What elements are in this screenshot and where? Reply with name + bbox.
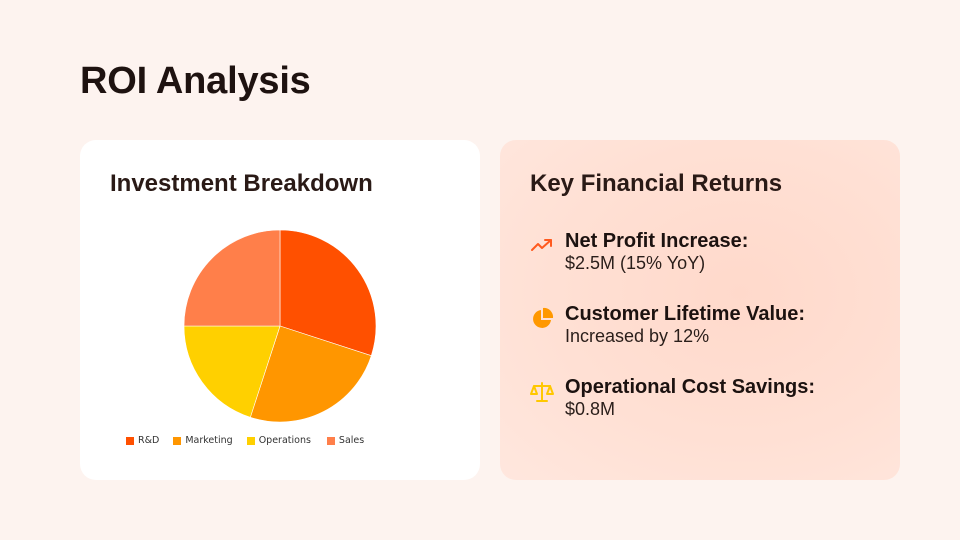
legend-label: Sales bbox=[338, 435, 365, 446]
card-title: Investment Breakdown bbox=[110, 170, 373, 197]
legend-label: Operations bbox=[258, 435, 311, 446]
legend-swatch bbox=[326, 436, 335, 445]
pie-slice-rd[interactable] bbox=[279, 229, 377, 357]
key-financial-returns-card: Key Financial Returns Net Profit Increas… bbox=[500, 140, 900, 480]
chart-legend: R&D Marketing Operations Sales bbox=[126, 435, 378, 446]
trending-up-icon bbox=[530, 234, 554, 258]
pie-slice-operations[interactable] bbox=[183, 325, 281, 418]
legend-item-operations[interactable]: Operations bbox=[246, 435, 311, 446]
page-title: ROI Analysis bbox=[80, 60, 311, 102]
legend-swatch bbox=[173, 436, 182, 445]
return-value: Increased by 12% bbox=[565, 326, 710, 346]
legend-item-marketing[interactable]: Marketing bbox=[173, 435, 233, 446]
scale-balance-icon bbox=[530, 380, 554, 404]
pie-slice-sales[interactable] bbox=[183, 229, 281, 327]
pie-chart-icon bbox=[530, 307, 554, 331]
return-label: Operational Cost Savings: bbox=[565, 376, 816, 398]
legend-item-sales[interactable]: Sales bbox=[326, 435, 365, 446]
investment-breakdown-card: Investment Breakdown R&D Marketing Operati… bbox=[80, 140, 480, 480]
return-value: $0.8M bbox=[565, 399, 616, 419]
pie-slice-marketing[interactable] bbox=[249, 325, 372, 423]
legend-swatch bbox=[126, 436, 134, 445]
return-value: $2.5M (15% YoY) bbox=[565, 253, 706, 273]
return-label: Net Profit Increase: bbox=[565, 230, 749, 252]
return-label: Customer Lifetime Value: bbox=[565, 303, 806, 325]
pie-chart bbox=[183, 229, 377, 423]
legend-label: R&D bbox=[138, 435, 160, 446]
legend-label: Marketing bbox=[185, 435, 233, 446]
card-title: Key Financial Returns bbox=[530, 170, 783, 197]
legend-swatch bbox=[246, 436, 255, 445]
legend-item-rd[interactable]: R&D bbox=[126, 435, 159, 446]
